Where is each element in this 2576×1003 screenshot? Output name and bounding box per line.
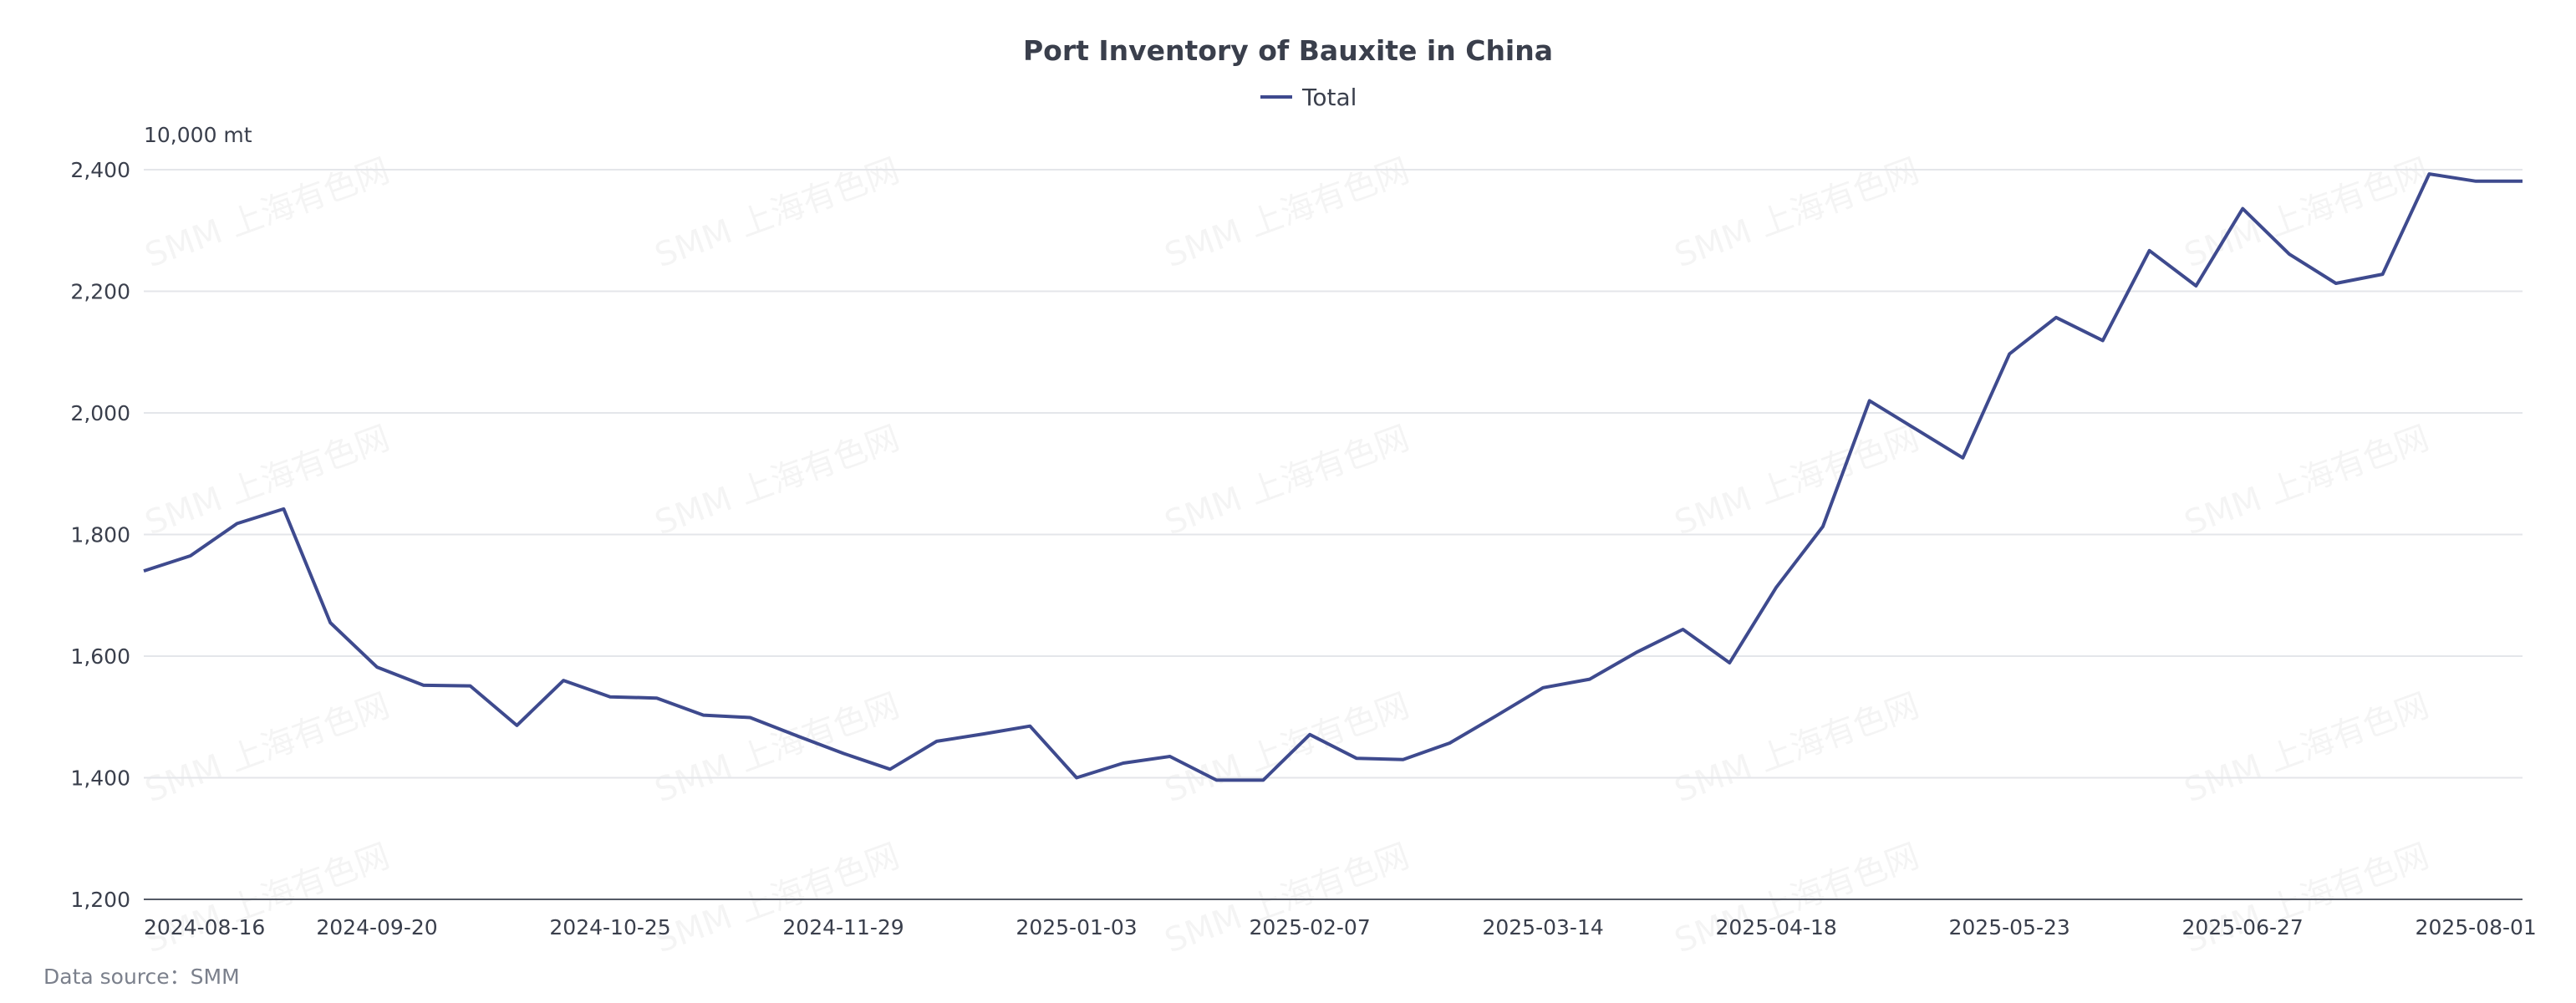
- data-point[interactable]: [1727, 660, 1732, 665]
- data-point[interactable]: [1448, 741, 1453, 746]
- y-tick-label: 1,800: [70, 523, 130, 547]
- data-point[interactable]: [1634, 650, 1639, 655]
- chart-title: Port Inventory of Bauxite in China: [1023, 34, 1553, 67]
- x-axis-tick-labels: 2024-08-16 2024-09-20 2024-10-25 2024-11-29…: [144, 915, 2537, 939]
- y-axis-unit-label: 10,000 mt: [144, 123, 252, 147]
- data-point[interactable]: [1540, 685, 1545, 690]
- y-tick-label: 1,200: [70, 888, 130, 912]
- watermark-1-2: SMM 上海有色网: [1160, 419, 1414, 542]
- data-point[interactable]: [2007, 351, 2012, 356]
- data-point[interactable]: [794, 733, 799, 738]
- data-point[interactable]: [1260, 777, 1265, 782]
- data-point[interactable]: [188, 553, 193, 558]
- data-point[interactable]: [1307, 732, 1312, 737]
- data-point[interactable]: [608, 695, 613, 700]
- data-point[interactable]: [701, 713, 706, 718]
- data-point[interactable]: [1121, 761, 1126, 766]
- data-point[interactable]: [421, 683, 426, 688]
- data-point[interactable]: [2473, 179, 2478, 184]
- data-point[interactable]: [1960, 456, 1965, 461]
- gridlines: [144, 169, 2523, 779]
- watermark-2-2: SMM 上海有色网: [1160, 686, 1414, 810]
- x-tick-label: 2025-04-18: [1715, 915, 1836, 939]
- legend[interactable]: Total: [1260, 84, 1357, 111]
- x-tick-label: 2025-03-14: [1482, 915, 1603, 939]
- x-tick-label: 2024-11-29: [782, 915, 904, 939]
- data-point[interactable]: [1401, 757, 1406, 762]
- series-line-total[interactable]: [143, 172, 2523, 782]
- data-point[interactable]: [1914, 427, 1919, 432]
- x-tick-label: 2025-02-07: [1249, 915, 1370, 939]
- data-point[interactable]: [1214, 777, 1219, 782]
- watermark-2-4: SMM 上海有色网: [2180, 686, 2434, 810]
- data-point[interactable]: [1867, 398, 1872, 403]
- watermark-1-4: SMM 上海有色网: [2180, 419, 2434, 542]
- data-point[interactable]: [934, 739, 939, 744]
- x-tick-label: 2025-06-27: [2182, 915, 2304, 939]
- x-tick-label: 2024-09-20: [316, 915, 437, 939]
- y-axis-tick-labels: 1,200 1,400 1,600 1,800 2,000 2,200 2,400: [70, 158, 130, 912]
- x-tick-label: 2024-10-25: [549, 915, 670, 939]
- data-point[interactable]: [468, 684, 473, 689]
- data-point[interactable]: [141, 568, 146, 573]
- watermark-2-1: SMM 上海有色网: [650, 686, 904, 810]
- data-point[interactable]: [2147, 248, 2152, 253]
- x-tick-label: 2025-05-23: [1949, 915, 2070, 939]
- data-point[interactable]: [1168, 754, 1173, 759]
- data-point[interactable]: [2380, 272, 2385, 277]
- data-point[interactable]: [841, 751, 846, 756]
- data-point[interactable]: [1820, 524, 1825, 529]
- watermark-layer: SMM 上海有色网 SMM 上海有色网 SMM 上海有色网 SMM 上海有色网 SMM …: [140, 151, 2434, 960]
- y-tick-label: 1,600: [70, 644, 130, 669]
- data-point[interactable]: [2287, 252, 2292, 257]
- data-point[interactable]: [981, 731, 986, 736]
- data-point[interactable]: [2426, 171, 2431, 176]
- data-point[interactable]: [1587, 677, 1592, 682]
- x-tick-label: 2024-08-16: [144, 915, 265, 939]
- data-source-note: Data source：SMM: [43, 965, 240, 989]
- data-point[interactable]: [748, 715, 753, 720]
- data-point[interactable]: [888, 766, 893, 771]
- data-point[interactable]: [1681, 627, 1686, 632]
- y-tick-label: 2,000: [70, 401, 130, 425]
- data-point[interactable]: [514, 723, 519, 728]
- data-point[interactable]: [2100, 338, 2105, 343]
- data-point[interactable]: [561, 678, 566, 683]
- data-point[interactable]: [654, 695, 659, 700]
- watermark-2-3: SMM 上海有色网: [1670, 686, 1924, 810]
- data-point[interactable]: [2520, 179, 2525, 184]
- data-point[interactable]: [328, 620, 333, 625]
- data-point[interactable]: [1354, 756, 1359, 761]
- data-point[interactable]: [2193, 283, 2198, 288]
- y-tick-label: 1,400: [70, 766, 130, 791]
- y-tick-label: 2,200: [70, 280, 130, 304]
- watermark-1-0: SMM 上海有色网: [140, 419, 395, 542]
- data-point[interactable]: [281, 507, 286, 512]
- watermark-1-3: SMM 上海有色网: [1670, 419, 1924, 542]
- data-point[interactable]: [2334, 281, 2339, 286]
- data-point[interactable]: [1494, 713, 1499, 718]
- watermark-2-0: SMM 上海有色网: [140, 686, 395, 810]
- legend-label-total: Total: [1301, 84, 1357, 111]
- data-point[interactable]: [1027, 724, 1032, 729]
- watermark-1-1: SMM 上海有色网: [650, 419, 904, 542]
- y-tick-label: 2,400: [70, 158, 130, 182]
- data-point[interactable]: [1074, 776, 1079, 781]
- data-point[interactable]: [2240, 206, 2245, 211]
- data-point[interactable]: [1774, 585, 1779, 590]
- data-point[interactable]: [2054, 315, 2059, 320]
- data-point[interactable]: [235, 521, 240, 526]
- x-tick-label: 2025-01-03: [1016, 915, 1137, 939]
- x-tick-label: 2025-08-01: [2416, 915, 2537, 939]
- data-point[interactable]: [374, 664, 379, 670]
